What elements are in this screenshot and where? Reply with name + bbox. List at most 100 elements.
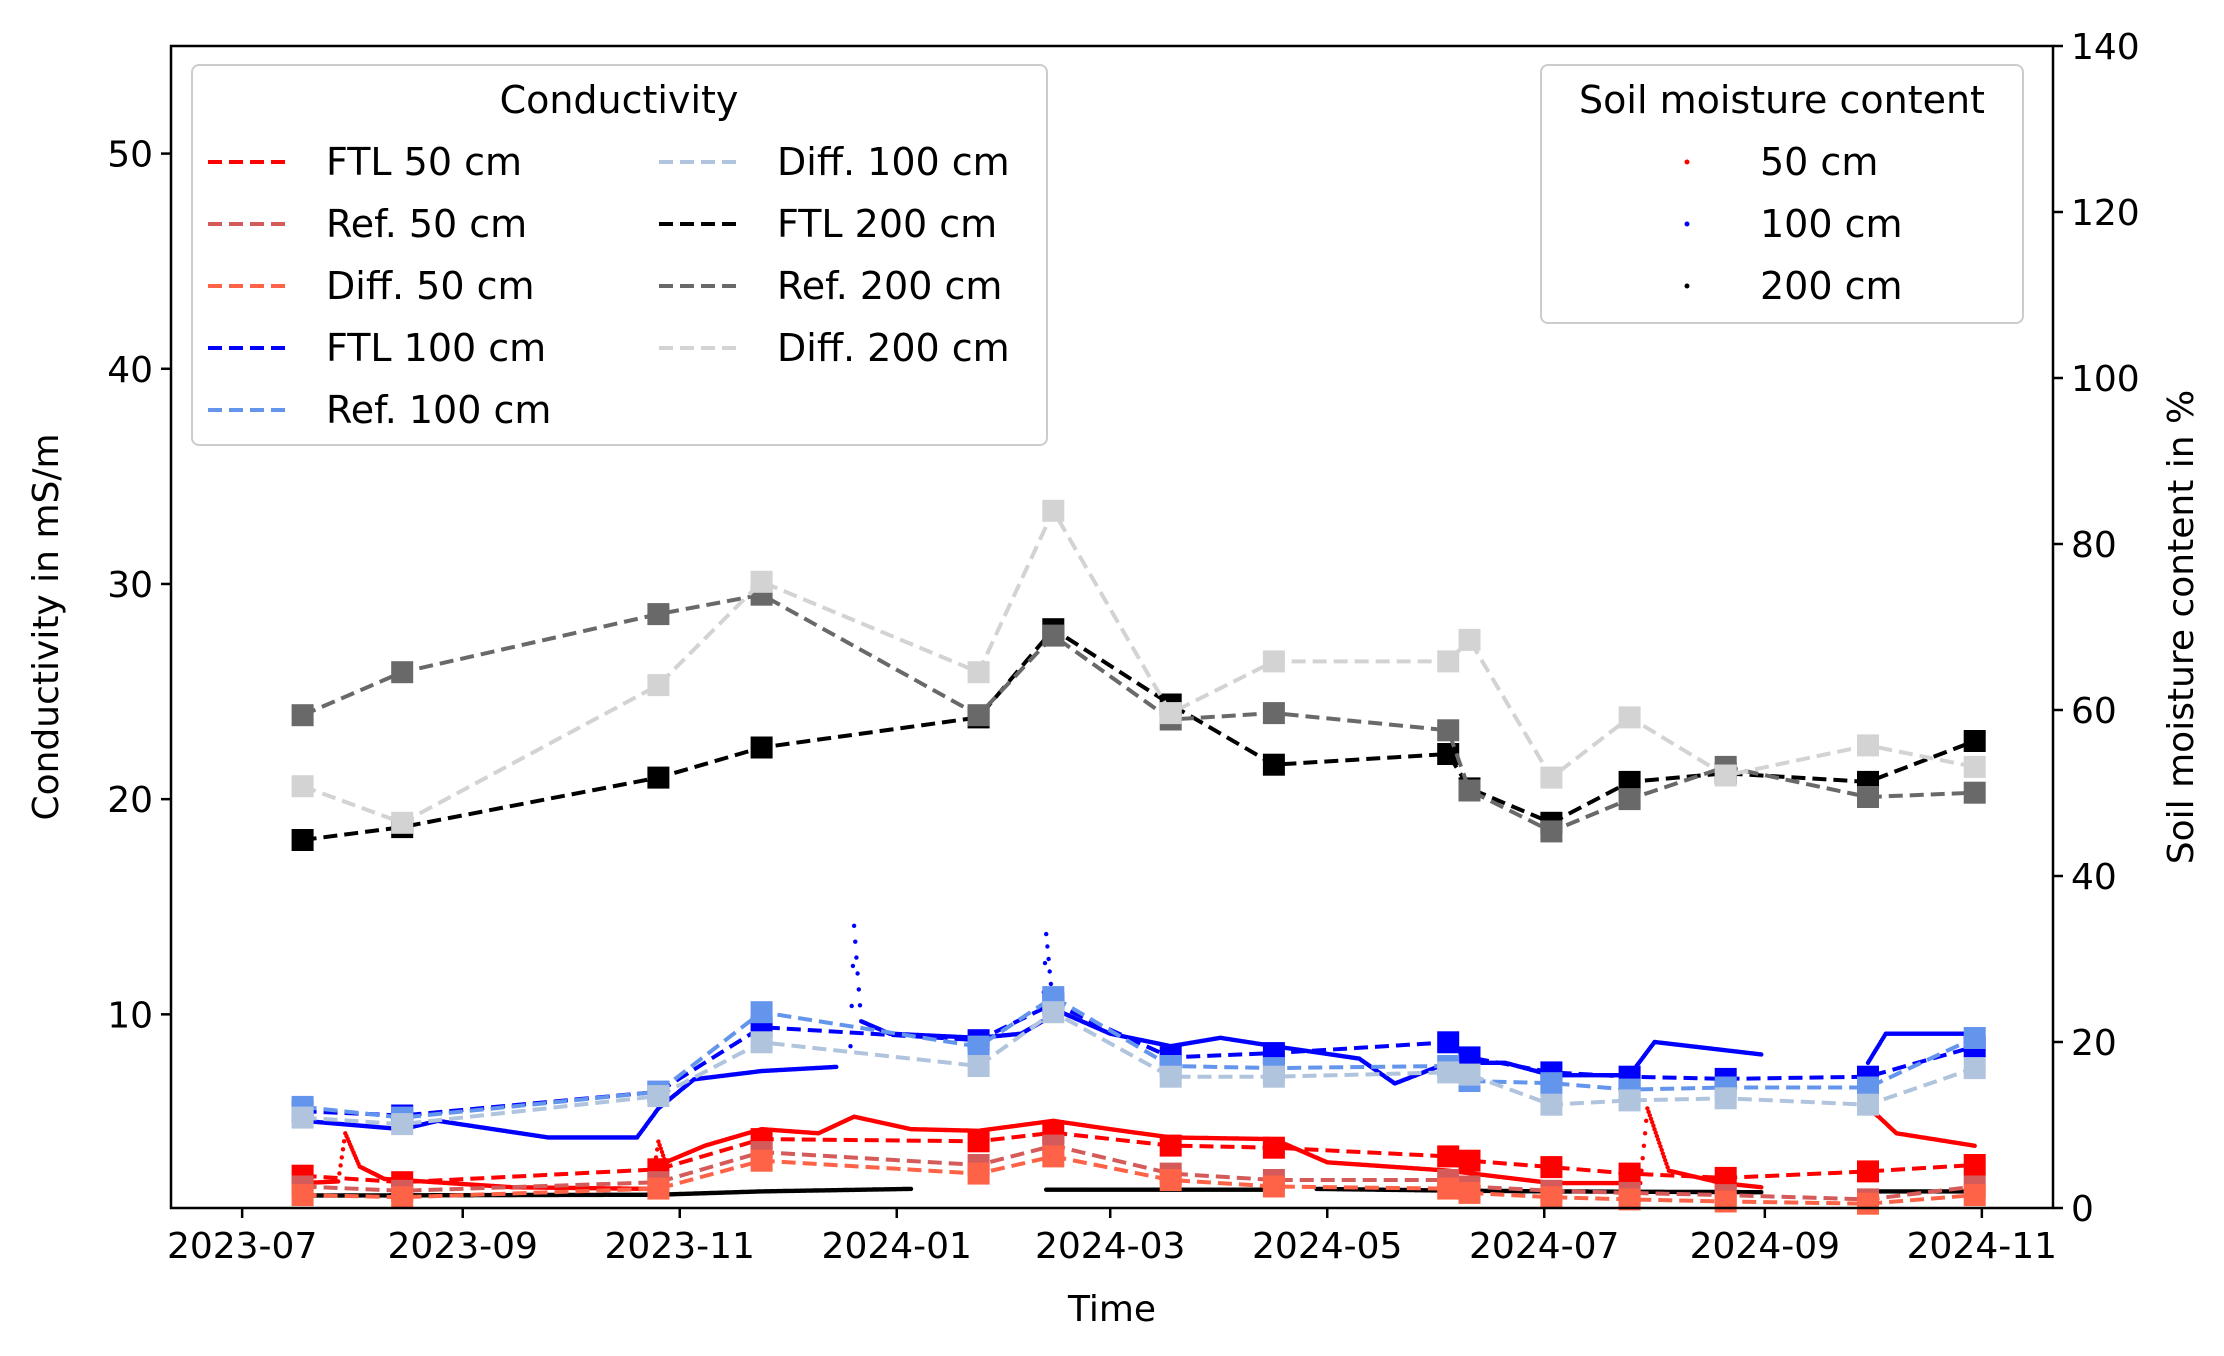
soil-moisture-point [1048,981,1054,987]
soil-moisture-point [856,987,861,992]
soil-moisture-point [1759,1052,1764,1057]
legend-entry-label: Ref. 200 cm [777,264,1002,308]
soil-moisture-point [849,1003,854,1009]
conductivity-marker [1159,1134,1182,1157]
soil-moisture-point [850,963,856,969]
conductivity-diff-50-cm-series [291,1145,1986,1215]
conductivity-marker [1618,1162,1641,1185]
conductivity-marker [291,775,314,798]
soil-moisture-point [1645,1106,1650,1111]
conductivity-marker [1540,1093,1563,1116]
soil-moisture-point [1642,1131,1648,1136]
legend-entry-soil-100-cm: 100 cm [1684,202,1903,246]
soil-moisture-point [1660,1151,1666,1156]
conductivity-marker [1437,650,1460,673]
conductivity-ftl-200-cm-series [291,618,1986,851]
soil-moisture-point [908,1186,914,1192]
soil-moisture-point [857,1003,863,1008]
y-right-tick-label: 20 [2071,1023,2117,1064]
conductivity-marker [1618,770,1641,793]
conductivity-marker [1963,1027,1986,1049]
conductivity-marker [1714,764,1737,787]
conductivity-marker [1262,1065,1285,1088]
conductivity-marker [1262,702,1285,725]
conductivity-marker [750,570,773,593]
y-axis-left-label: Conductivity in mS/m [26,433,67,820]
y-left-tick-label: 10 [107,995,153,1036]
conductivity-marker [750,1149,773,1172]
soil-moisture-point [853,939,858,944]
legend-dot-swatch [1684,221,1690,227]
legend-soil-moisture-box [1540,64,2024,324]
conductivity-marker [391,1186,414,1209]
conductivity-marker [1963,730,1986,752]
legend-conductivity-title: Conductivity [500,78,739,122]
conductivity-marker [967,1130,990,1153]
soil-moisture-point [659,1149,665,1155]
conductivity-marker [647,603,670,626]
legend-entry-ftl-100-cm: FTL 100 cm [208,326,546,370]
conductivity-marker [1540,820,1563,843]
conductivity-marker [1714,1087,1737,1110]
conductivity-marker [1963,781,1986,804]
conductivity-marker [647,1177,670,1200]
soil-moisture-point [1641,1143,1647,1149]
conductivity-marker [967,1035,990,1058]
conductivity-marker [1042,1001,1065,1024]
legend-entry-ftl-200-cm: FTL 200 cm [659,202,997,246]
legend-entry-label: Ref. 100 cm [326,388,551,432]
x-axis-label: Time [1067,1289,1156,1330]
y-right-tick-label: 80 [2071,525,2117,566]
soil-moisture-point [1042,960,1048,966]
conductivity-marker [1437,719,1460,742]
x-tick-label: 2023-09 [388,1226,538,1267]
conductivity-marker [1458,1181,1481,1204]
soil-moisture-point [1661,1154,1667,1160]
soil-moisture-point [655,1147,660,1152]
soil-moisture-point [855,971,860,976]
soil-moisture-point [1663,1158,1668,1163]
conductivity-marker [1262,1175,1285,1198]
soil-moisture-point [1665,1165,1670,1170]
conductivity-marker [1458,1063,1481,1086]
soil-moisture-point [1653,1130,1658,1135]
conductivity-marker [1857,734,1879,757]
legend-entry-ref-200-cm: Ref. 200 cm [659,264,1002,308]
conductivity-marker [291,829,314,851]
legend-entry-label: FTL 50 cm [326,140,522,184]
legend-entry-label: 100 cm [1760,202,1903,246]
conductivity-marker [1618,1188,1641,1211]
soil-moisture-point [1654,1133,1660,1139]
x-tick-label: 2024-01 [822,1226,972,1267]
legend-dot-swatch [1684,159,1690,165]
soil-moisture-point [1664,1161,1669,1166]
conductivity-marker [1963,1184,1986,1207]
legend-entry-label: 200 cm [1760,264,1903,308]
y-right-tick-label: 40 [2071,857,2117,898]
soil-moisture-point [1650,1120,1655,1125]
soil-moisture-point [341,1139,347,1144]
y-right-tick-label: 0 [2071,1189,2094,1230]
conductivity-marker [1963,755,1986,778]
conductivity-marker [391,811,414,834]
soil-moisture-point [1644,1118,1649,1124]
y-axis-left-ticks: 10 20 30 40 50 [107,135,171,1036]
soil-moisture-point [656,1139,661,1144]
legend-entry-soil-50-cm: 50 cm [1684,140,1878,184]
conductivity-marker [1262,1136,1285,1159]
conductivity-marker [1857,786,1879,808]
x-tick-label: 2024-11 [1907,1226,2057,1267]
soil-moisture-point [338,1163,343,1168]
conductivity-marker [1458,779,1481,802]
y-right-tick-label: 140 [2071,27,2140,68]
soil-moisture-point [660,1153,666,1158]
legend-conductivity-entries: FTL 50 cm Ref. 50 cm Diff. 50 cm FTL 100 cm… [208,140,1010,432]
conductivity-diff-200-cm-series [291,499,1986,834]
y-right-tick-label: 100 [2071,359,2140,400]
conductivity-marker [1540,1072,1563,1095]
soil-moisture-point [1759,1190,1764,1195]
x-tick-label: 2024-05 [1252,1226,1402,1267]
legend-entry-label: 50 cm [1760,140,1878,184]
conductivity-marker [750,1031,773,1054]
legend-entry-ref-50-cm: Ref. 50 cm [208,202,527,246]
